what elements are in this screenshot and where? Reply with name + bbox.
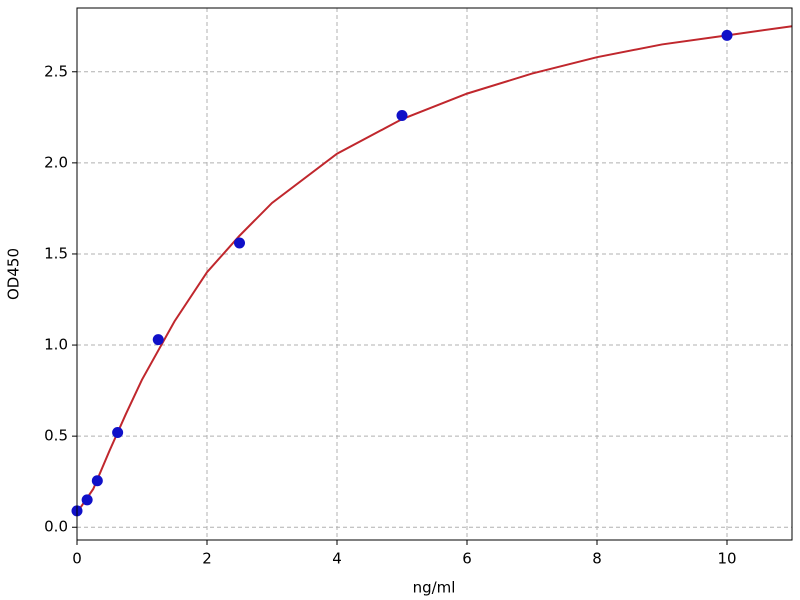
data-point <box>112 427 124 439</box>
data-point <box>721 29 733 41</box>
x-tick-label: 6 <box>462 550 472 568</box>
fit-curve <box>77 25 792 514</box>
y-tick-label: 1.5 <box>44 244 68 262</box>
plot-frame <box>76 7 793 541</box>
y-tick-label: 0.0 <box>44 518 68 536</box>
x-axis-label: ng/ml <box>413 579 456 597</box>
y-tick-label: 1.0 <box>44 336 68 354</box>
x-tick-label: 8 <box>592 550 602 568</box>
y-tick-label: 2.5 <box>44 62 68 80</box>
y-tick-label: 2.0 <box>44 153 68 171</box>
data-point <box>152 334 164 346</box>
y-axis-label: OD450 <box>5 248 23 300</box>
x-tick-label: 10 <box>717 550 736 568</box>
data-point <box>81 494 93 506</box>
x-tick-label: 0 <box>72 550 82 568</box>
data-point <box>91 475 103 487</box>
y-tick-label: 0.5 <box>44 427 68 445</box>
data-point <box>234 237 245 249</box>
x-tick-label: 4 <box>332 550 342 568</box>
data-point <box>396 109 408 121</box>
x-tick-label: 2 <box>202 550 212 568</box>
